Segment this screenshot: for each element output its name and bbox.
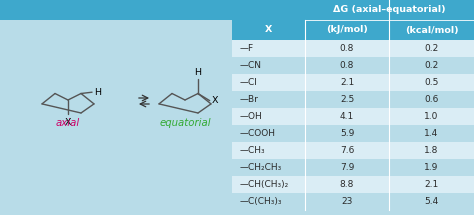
Text: X: X <box>265 26 272 34</box>
Bar <box>232 20 474 40</box>
Text: (kcal/mol): (kcal/mol) <box>405 26 458 34</box>
Text: —CH₂CH₃: —CH₂CH₃ <box>240 163 282 172</box>
Text: —COOH: —COOH <box>240 129 276 138</box>
Text: —C(CH₃)₃: —C(CH₃)₃ <box>240 197 283 206</box>
Text: —F: —F <box>240 44 254 53</box>
Text: 0.2: 0.2 <box>424 44 438 53</box>
Text: 0.2: 0.2 <box>424 61 438 70</box>
Bar <box>232 125 474 142</box>
Bar <box>232 176 474 193</box>
Text: —CN: —CN <box>240 61 262 70</box>
Text: ΔG (axial–equatorial): ΔG (axial–equatorial) <box>333 6 446 14</box>
Bar <box>232 91 474 108</box>
Text: X: X <box>212 96 219 105</box>
Text: —Br: —Br <box>240 95 259 104</box>
Text: 1.0: 1.0 <box>424 112 439 121</box>
Text: (kJ/mol): (kJ/mol) <box>326 26 368 34</box>
Text: 2.1: 2.1 <box>424 180 438 189</box>
Text: —CH₃: —CH₃ <box>240 146 265 155</box>
Bar <box>232 57 474 74</box>
Text: 1.8: 1.8 <box>424 146 439 155</box>
Bar <box>0 0 474 20</box>
Text: 7.9: 7.9 <box>340 163 354 172</box>
Bar <box>232 74 474 91</box>
Text: 0.5: 0.5 <box>424 78 439 87</box>
Bar <box>232 142 474 159</box>
Text: 4.1: 4.1 <box>340 112 354 121</box>
Text: 1.4: 1.4 <box>424 129 438 138</box>
Bar <box>232 108 474 125</box>
Text: 0.8: 0.8 <box>340 61 354 70</box>
Text: 7.6: 7.6 <box>340 146 354 155</box>
Text: 2.1: 2.1 <box>340 78 354 87</box>
Text: 5.9: 5.9 <box>340 129 354 138</box>
Text: equatorial: equatorial <box>159 118 211 128</box>
Text: 5.4: 5.4 <box>424 197 438 206</box>
Text: —OH: —OH <box>240 112 263 121</box>
Text: 1.9: 1.9 <box>424 163 439 172</box>
Text: 23: 23 <box>341 197 353 206</box>
Bar <box>232 40 474 57</box>
Text: 0.6: 0.6 <box>424 95 439 104</box>
Text: 2.5: 2.5 <box>340 95 354 104</box>
Bar <box>232 193 474 210</box>
Text: 8.8: 8.8 <box>340 180 354 189</box>
Bar <box>232 159 474 176</box>
Text: —Cl: —Cl <box>240 78 258 87</box>
Text: H: H <box>94 88 101 97</box>
Text: X: X <box>65 118 71 127</box>
Text: H: H <box>194 68 201 77</box>
Text: axial: axial <box>56 118 80 128</box>
Text: —CH(CH₃)₂: —CH(CH₃)₂ <box>240 180 289 189</box>
Text: 0.8: 0.8 <box>340 44 354 53</box>
